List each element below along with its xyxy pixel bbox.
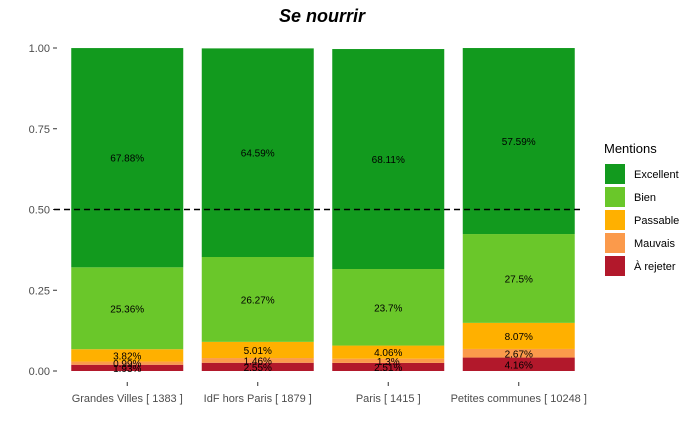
bars [71,48,575,371]
data-label: 2.67% [505,349,533,360]
data-label: 8.07% [505,332,533,343]
data-label: 27.5% [505,274,533,285]
bar-segment [71,267,184,350]
data-label: 2.55% [244,363,272,374]
data-label: 3.82% [113,351,141,362]
bar-segment [332,345,445,359]
bar-segment [201,48,314,258]
bar-segment [71,361,184,365]
data-label: 2.51% [374,363,402,374]
legend-title: Mentions [604,141,657,156]
legend: Mentions Excellent Bien Passable Mauvais À r… [604,141,679,276]
data-label: 4.16% [505,360,533,371]
bar-segment [201,362,314,371]
data-label: 64.59% [241,149,275,160]
x-tick-label: Grandes Villes [ 1383 ] [72,393,183,405]
data-label: 1.3% [377,357,400,368]
legend-swatch [605,164,625,184]
bar-segment [332,358,445,363]
bar-segment [332,269,445,346]
data-label: 26.27% [241,295,275,306]
y-tick-label: 0.25 [29,285,50,297]
y-tick-label: 0.00 [29,366,50,378]
bar-segment [201,257,314,342]
bar-segment [201,358,314,363]
legend-label: Mauvais [634,238,675,250]
bar-segment [462,348,575,358]
y-axis: 0.00 0.25 0.50 0.75 1.00 [29,43,57,378]
data-label: 1.93% [113,364,141,375]
data-label: 68.11% [372,155,405,166]
bar-segment [462,357,575,371]
y-tick-label: 0.75 [29,124,50,136]
x-tick-label: IdF hors Paris [ 1879 ] [204,393,312,405]
data-label: 67.88% [110,154,144,165]
legend-swatch [605,233,625,253]
legend-label: Excellent [634,169,679,181]
data-label: 0.99% [113,359,141,370]
legend-swatch [605,187,625,207]
bar-segment [71,349,184,362]
bar-segment [462,322,575,349]
data-label: 1.46% [244,356,272,367]
bar-segment [332,49,445,270]
data-label: 23.7% [374,303,402,314]
bar-segment [201,341,314,359]
chart-title: Se nourrir [279,6,366,26]
x-tick-label: Paris [ 1415 ] [356,393,421,405]
y-tick-label: 0.50 [29,205,50,217]
data-label: 5.01% [244,346,272,357]
data-labels: 1.93% 2.55% 2.51% 4.16% 0.99% 1.46% 1.3% 2.67% 3… [110,137,536,375]
x-tick-label: Petites communes [ 10248 ] [451,393,587,405]
data-label: 25.36% [110,304,144,315]
legend-swatch [605,256,625,276]
legend-label: Bien [634,192,656,204]
legend-label: À rejeter [634,260,676,273]
bar-segment [71,364,184,371]
data-label: 4.06% [374,348,402,359]
x-axis: Grandes Villes [ 1383 ] IdF hors Paris [ … [72,382,587,405]
y-tick-label: 1.00 [29,43,50,55]
legend-swatch [605,210,625,230]
bar-segment [71,48,184,268]
bar-segment [462,48,575,235]
bar-segment [332,362,445,371]
data-label: 57.59% [502,137,536,148]
legend-label: Passable [634,215,679,227]
bar-segment [462,234,575,323]
